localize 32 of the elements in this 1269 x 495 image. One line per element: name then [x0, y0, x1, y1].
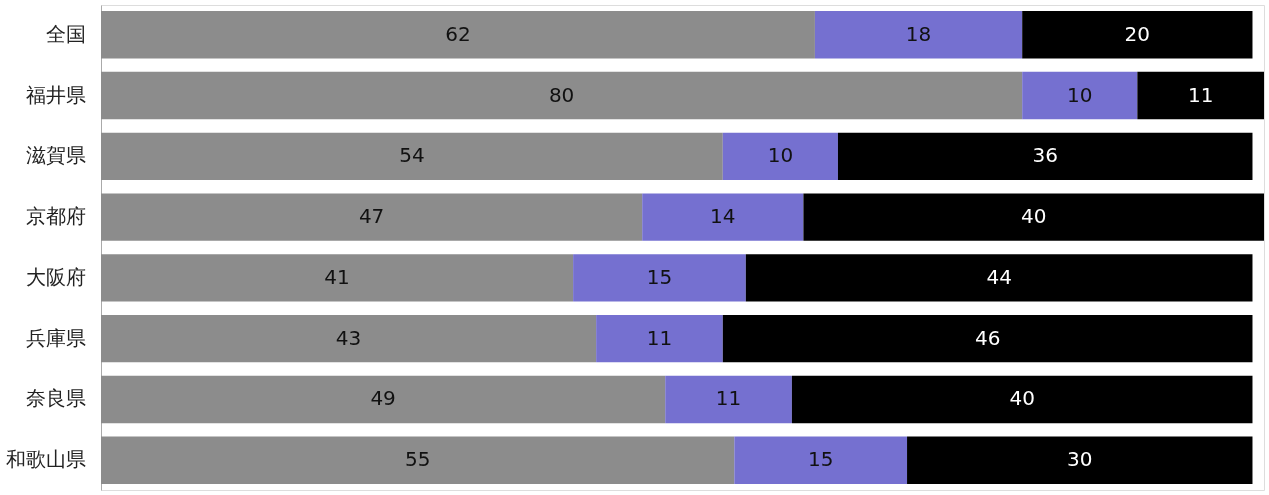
data-label: 10	[1067, 82, 1093, 107]
y-tick-label: 大阪府	[25, 264, 86, 289]
data-label: 80	[548, 82, 575, 107]
data-label: 44	[986, 264, 1012, 289]
data-label: 55	[404, 447, 431, 472]
data-label: 43	[335, 325, 362, 350]
data-label: 11	[646, 325, 673, 350]
y-tick-label: 福井県	[25, 82, 86, 107]
data-label: 40	[1009, 386, 1035, 411]
data-label: 54	[399, 143, 425, 168]
data-label: 20	[1124, 21, 1151, 46]
y-tick-label: 全国	[45, 21, 86, 46]
data-label: 46	[974, 325, 1001, 350]
y-tick-label: 和歌山県	[5, 447, 86, 472]
data-label: 14	[710, 204, 736, 229]
data-label: 18	[905, 21, 932, 46]
data-label: 15	[807, 447, 834, 472]
data-label: 41	[324, 264, 350, 289]
data-label: 36	[1032, 143, 1058, 168]
data-label: 11	[1187, 82, 1214, 107]
data-label: 40	[1020, 204, 1047, 229]
y-tick-label: 京都府	[25, 204, 86, 229]
y-tick-label: 奈良県	[25, 386, 86, 411]
data-label: 15	[646, 264, 673, 289]
data-label: 49	[370, 386, 396, 411]
data-label: 62	[445, 21, 471, 46]
data-label: 47	[358, 204, 385, 229]
data-label: 10	[767, 143, 794, 168]
data-label: 11	[715, 386, 742, 411]
y-tick-label: 滋賀県	[25, 143, 86, 168]
data-label: 30	[1067, 447, 1093, 472]
y-tick-label: 兵庫県	[25, 325, 86, 350]
